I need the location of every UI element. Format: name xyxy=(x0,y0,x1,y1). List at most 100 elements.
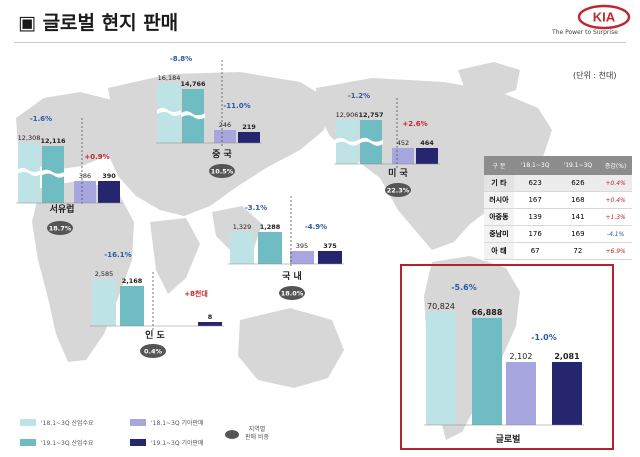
table-region-cell: 중남미 xyxy=(484,225,514,243)
data-label: 8 xyxy=(208,313,213,321)
share-badge xyxy=(47,221,73,235)
table-2019-cell: 72 xyxy=(556,242,600,260)
global-highlight-box xyxy=(400,264,614,450)
table-header-cell: 증감(%) xyxy=(599,156,632,175)
data-label: 12,757 xyxy=(358,111,383,119)
legend-share-label-line1: 지역별 xyxy=(248,426,266,433)
bar-kia-2019 xyxy=(416,148,438,164)
australia-shape xyxy=(238,308,344,388)
data-label: 2,102 xyxy=(510,352,533,361)
table-2018-cell: 139 xyxy=(513,208,557,226)
legend-item: '18.1~3Q 산업수요 xyxy=(20,418,94,427)
data-label: 452 xyxy=(397,139,409,147)
legend-label: '19.1~3Q 기아판매 xyxy=(151,440,204,447)
region-name: 서유럽 xyxy=(50,203,75,215)
data-label: 246 xyxy=(219,121,231,129)
data-label: 12,906 xyxy=(336,111,359,119)
bar-kia-2019 xyxy=(198,322,222,326)
table-change-cell: -4.1% xyxy=(599,225,632,243)
table-header-cell: '19.1~3Q xyxy=(556,156,600,175)
table-header-cell: '18.1~3Q xyxy=(513,156,557,175)
share-badge-label: 18.7% xyxy=(49,225,72,233)
axis-break-mark xyxy=(359,137,383,146)
share-badge xyxy=(140,344,166,358)
legend-label: '19.1~3Q 산업수요 xyxy=(41,440,94,447)
table-2018-cell: 176 xyxy=(513,225,557,243)
legend-swatch xyxy=(130,419,146,426)
share-badge xyxy=(209,164,235,178)
other-regions-table: 구 분 '18.1~3Q '19.1~3Q 증감(%) 기 타 623 626 +0.4% 러… xyxy=(484,156,632,260)
share-badge xyxy=(279,286,305,300)
asia-shape xyxy=(108,72,330,216)
data-label: 66,888 xyxy=(472,308,503,317)
data-label: 16,184 xyxy=(158,74,181,82)
legend-swatch xyxy=(20,439,36,446)
bar-kia-2018 xyxy=(290,251,314,264)
table-2019-cell: 626 xyxy=(556,175,600,192)
india-shape xyxy=(150,218,200,294)
region-name: 미 국 xyxy=(388,167,408,179)
bar-kia-2018 xyxy=(74,181,96,203)
header-divider xyxy=(14,42,626,43)
table-2018-cell: 167 xyxy=(513,191,557,209)
data-label: 12,116 xyxy=(40,137,66,145)
legend-share-label-line2: 판매 비중 xyxy=(245,434,269,441)
share-badge-label: 10.5% xyxy=(211,168,234,176)
bar-industry-2019 xyxy=(120,286,144,326)
data-label: 464 xyxy=(420,139,434,147)
region-name: 중 국 xyxy=(212,149,232,160)
axis-break-mark xyxy=(41,169,65,178)
bar-kia-2019 xyxy=(98,181,120,203)
table-change-cell: +6.9% xyxy=(599,242,632,260)
data-label: 2,168 xyxy=(122,277,143,285)
page-title: ▣ 글로벌 현지 판매 xyxy=(18,12,179,34)
legend-share-item: 지역별 판매 비중 xyxy=(225,426,269,442)
legend-swatch xyxy=(130,439,146,446)
kia-change-label: +2.6% xyxy=(402,120,427,128)
kia-change-label: +8천대 xyxy=(184,289,208,298)
brand-tagline: The Power to Surprise xyxy=(552,29,618,36)
table-row: 기 타 623 626 +0.4% xyxy=(484,175,632,192)
table-2018-cell: 623 xyxy=(513,175,557,192)
table-2019-cell: 168 xyxy=(556,191,600,209)
table-2018-cell: 67 xyxy=(513,242,557,260)
region-group-5: 70,824 66,888 2,102 2,081 -5.6% -1.0% 글로벌 xyxy=(424,283,584,445)
bar-kia-2018 xyxy=(392,148,414,164)
table-region-cell: 러시아 xyxy=(484,191,514,209)
region-name: 인 도 xyxy=(145,330,165,341)
region-group-2: 12,906 12,757 452 464 -1.2% +2.6% 미 국 22.3% xyxy=(334,92,440,197)
axis-break-mark xyxy=(335,137,359,146)
table-row: 러시아 167 168 +0.4% xyxy=(484,191,632,209)
table-row: 아 태 67 72 +6.9% xyxy=(484,242,632,260)
legend-label: '18.1~3Q 기아판매 xyxy=(151,420,204,427)
axis-break-mark xyxy=(181,111,205,120)
bar-kia-2018 xyxy=(506,362,536,425)
legend-label: '18.1~3Q 산업수요 xyxy=(41,420,94,427)
table-header-row: 구 분 '18.1~3Q '19.1~3Q 증감(%) xyxy=(484,156,632,175)
data-label: 2,585 xyxy=(95,270,114,278)
table-row: 중남미 176 169 -4.1% xyxy=(484,225,632,243)
unit-label: (단위 : 천대) xyxy=(573,71,617,80)
bar-industry-2019 xyxy=(472,318,502,425)
table-change-cell: +0.4% xyxy=(599,191,632,209)
legend-swatch xyxy=(20,419,36,426)
share-badge-label: 18.0% xyxy=(281,290,304,298)
data-label: 2,081 xyxy=(554,352,580,361)
bar-industry-2018 xyxy=(92,279,116,326)
legend-item: '18.1~3Q 기아판매 xyxy=(130,418,204,427)
data-label: 1,288 xyxy=(260,223,281,231)
bar-kia-2018 xyxy=(214,130,236,143)
data-label: 219 xyxy=(242,123,256,131)
table-region-cell: 아 태 xyxy=(484,242,514,260)
data-label: 390 xyxy=(102,172,116,180)
industry-change-label: -3.1% xyxy=(245,204,267,212)
bar-industry-2018 xyxy=(230,232,254,264)
bar-kia-2019 xyxy=(238,132,260,143)
industry-change-label: -1.2% xyxy=(348,92,370,100)
data-label: 386 xyxy=(79,172,91,180)
data-label: 70,824 xyxy=(427,302,455,311)
share-badge xyxy=(385,183,411,197)
